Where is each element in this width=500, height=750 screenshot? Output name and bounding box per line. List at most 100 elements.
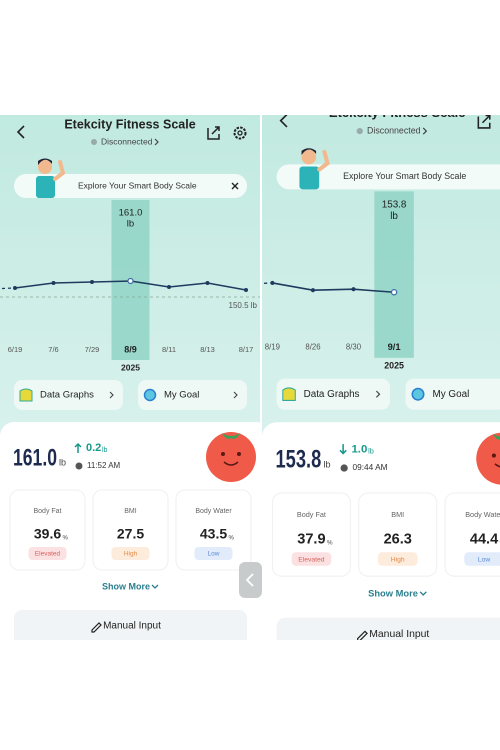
metric-unit: %	[63, 536, 69, 542]
trend-point	[351, 287, 356, 292]
banner[interactable]	[276, 164, 500, 190]
trend-point	[310, 288, 316, 293]
metric-status: Elevated	[298, 556, 325, 563]
show-more-chevron	[419, 591, 427, 596]
banner-text: Explore Your Smart Body Scale	[78, 180, 197, 190]
trend-line	[272, 282, 395, 294]
banner[interactable]	[14, 174, 247, 198]
trend-point	[127, 277, 134, 285]
selected-unit: lb	[390, 211, 398, 222]
trend-point	[90, 280, 94, 284]
metric-unit: %	[229, 536, 235, 542]
pencil-icon	[357, 630, 368, 640]
person-head	[38, 160, 52, 174]
trend-point	[167, 285, 171, 289]
mascot-body	[476, 432, 500, 485]
graph-icon	[282, 387, 296, 401]
status-text: Disconnected	[101, 136, 153, 146]
trend-point	[13, 286, 17, 290]
weight-value: 161.0	[13, 444, 57, 471]
manual-input: Manual Input	[103, 621, 161, 632]
metric-status: Low	[478, 556, 491, 563]
trend-point	[51, 281, 56, 285]
metric-status-pill	[28, 547, 67, 560]
nav-button[interactable]	[138, 380, 247, 410]
mascot-eye	[221, 452, 225, 456]
status-text: Disconnected	[367, 125, 421, 135]
reference-label: 150.5 lb	[229, 301, 258, 310]
manual-input-card[interactable]	[276, 617, 500, 660]
weight-unit: lb	[323, 459, 330, 469]
share-icon[interactable]	[477, 115, 491, 129]
person-arm	[53, 160, 66, 181]
back-button[interactable]	[279, 114, 288, 128]
status-dot	[356, 127, 363, 135]
screen-content: Etekcity Fitness Scale Disconnected Explor…	[262, 105, 500, 660]
nav-button[interactable]	[276, 378, 390, 410]
goal-icon	[411, 387, 425, 401]
show-more[interactable]: Show More	[368, 588, 418, 598]
selected-unit: lb	[127, 219, 134, 230]
metric-status-pill	[377, 552, 418, 566]
date-label: 6/19	[8, 345, 23, 354]
metric-value: 39.6	[34, 526, 61, 542]
metric-status-pill	[464, 552, 500, 566]
metric-name: Body Water	[195, 508, 232, 515]
nav-button-label: Data Graphs	[304, 389, 360, 400]
metric-value: 26.3	[384, 532, 412, 548]
change-arrow	[339, 444, 347, 455]
nav-button-label: My Goal	[433, 389, 470, 400]
date-label: 8/11	[162, 345, 176, 354]
goal-icon	[143, 388, 157, 402]
show-more-chevron	[151, 584, 159, 589]
metric-status-pill	[111, 547, 150, 560]
year-label: 2025	[384, 360, 404, 370]
banner-text: Explore Your Smart Body Scale	[343, 171, 466, 181]
pencil-icon	[91, 622, 102, 633]
settings-icon[interactable]	[233, 126, 247, 140]
clock-icon	[340, 464, 348, 472]
weight-unit: lb	[59, 457, 66, 467]
banner-close[interactable]	[231, 182, 239, 190]
change-unit: lb	[368, 446, 374, 455]
graph-icon	[19, 388, 33, 402]
manual-input-card[interactable]	[14, 610, 247, 650]
metric-name: Body Water	[465, 510, 500, 519]
nav-button-label: Data Graphs	[40, 390, 94, 401]
metric-name: BMI	[124, 508, 137, 515]
person-hair	[301, 148, 317, 155]
screen-content: Etekcity Fitness Scale Disconnected Explor…	[0, 115, 260, 650]
metric-value: 43.5	[200, 526, 227, 542]
back-button[interactable]	[16, 125, 25, 139]
change-unit: lb	[102, 447, 108, 454]
nav-button[interactable]	[405, 378, 500, 410]
nav-button-label: My Goal	[164, 390, 199, 401]
settings-icon-center	[237, 130, 243, 136]
metric-value: 44.4	[470, 532, 499, 548]
metric-status: High	[124, 551, 138, 558]
mascot-smile	[223, 461, 239, 466]
mascot-eye	[491, 453, 496, 458]
share-icon[interactable]	[207, 126, 220, 140]
person-arm	[317, 149, 330, 172]
year-label: 2025	[121, 362, 140, 372]
selected-value: 161.0	[119, 208, 143, 219]
side-tab[interactable]	[239, 562, 262, 598]
screen-title: Etekcity Fitness Scale	[329, 105, 466, 120]
metric-name: BMI	[391, 510, 404, 519]
nav-button[interactable]	[14, 380, 123, 410]
status-chevron	[154, 138, 159, 146]
trend-point	[270, 280, 275, 285]
change-value: 1.0	[351, 443, 367, 455]
clock-icon	[75, 462, 83, 470]
trend-point	[205, 281, 210, 285]
status-dot	[91, 139, 97, 145]
show-more[interactable]: Show More	[102, 581, 150, 591]
change-arrow	[74, 442, 82, 453]
trend-point	[390, 289, 398, 296]
person-head	[301, 149, 317, 165]
measure-time: 11:52 AM	[87, 461, 121, 470]
mascot-smile	[494, 463, 500, 468]
person-body	[36, 176, 55, 198]
